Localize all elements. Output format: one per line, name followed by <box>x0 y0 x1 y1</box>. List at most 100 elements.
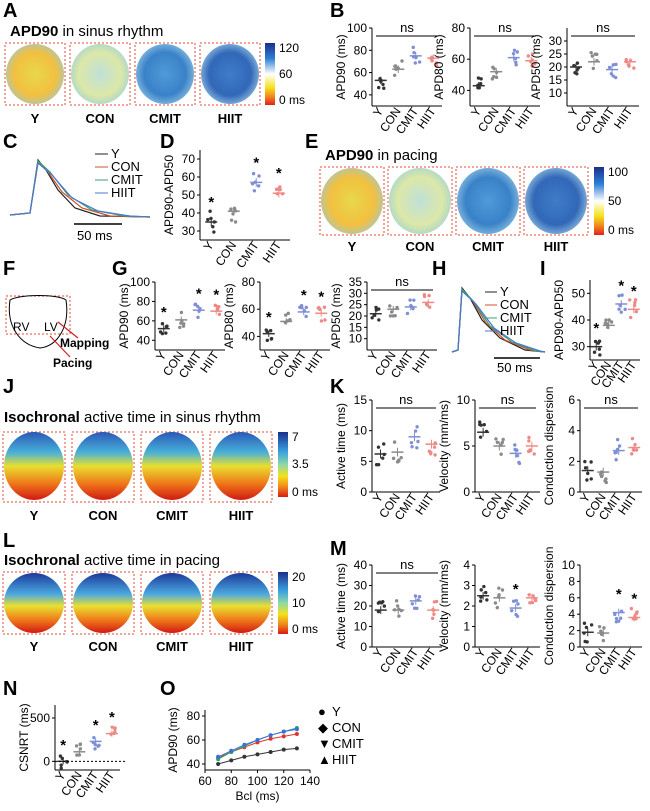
y-tick-label: 10 <box>457 393 471 407</box>
data-point <box>597 339 602 343</box>
y-tick-label: 0 <box>463 485 470 499</box>
data-point <box>497 586 501 590</box>
data-point <box>164 331 168 335</box>
data-point <box>533 598 538 603</box>
data-point <box>179 310 184 315</box>
panel-letter-o: O <box>160 678 176 700</box>
data-point <box>257 174 261 178</box>
y-tick-label: 100 <box>347 21 367 35</box>
map-l-label-con: CON <box>89 639 118 654</box>
data-point <box>478 599 483 603</box>
significance-star: * <box>60 737 66 754</box>
y-tick-label: 8 <box>568 574 575 588</box>
y-tick-label: 70 <box>182 152 196 166</box>
data-point <box>490 77 495 81</box>
y-tick-label: 60 <box>242 302 256 316</box>
data-point <box>382 442 386 446</box>
x-tick-label: 60 <box>198 774 212 788</box>
data-point <box>530 52 535 56</box>
data-point <box>618 616 623 620</box>
heatmap-e-con <box>389 168 451 234</box>
data-point <box>620 293 624 297</box>
data-point <box>78 742 82 747</box>
data-point <box>217 305 221 309</box>
data-point <box>634 309 639 314</box>
panel-letter-m: M <box>330 538 347 560</box>
colorbar-l-max: 20 <box>292 570 306 584</box>
significance-star: * <box>276 165 282 182</box>
map-j-label-cmit: CMIT <box>156 508 188 523</box>
data-point <box>532 62 537 66</box>
legend-label: Y <box>332 704 341 719</box>
y-tick-label: 10 <box>349 332 363 346</box>
data-point <box>494 437 498 441</box>
data-point <box>589 477 593 481</box>
data-point <box>478 420 482 424</box>
heatmap-e-hiit <box>525 168 587 234</box>
data-point <box>515 50 520 54</box>
data-point <box>583 459 587 464</box>
data-point <box>482 422 486 427</box>
heatmap-l-con <box>73 573 133 633</box>
y-tick-label: 15 <box>549 73 563 87</box>
data-point <box>514 612 518 617</box>
y-tick-label: 3 <box>463 579 470 593</box>
data-point <box>427 305 432 309</box>
y-tick-label: 80 <box>452 21 466 35</box>
data-point <box>591 66 596 71</box>
panel-e-title: APD90 in pacing <box>325 147 438 164</box>
data-point <box>252 189 257 193</box>
series-point <box>216 762 221 766</box>
x-axis-label: Bcl (ms) <box>236 789 280 803</box>
data-point <box>527 439 531 443</box>
significance-star: * <box>631 283 637 300</box>
data-point <box>630 436 635 441</box>
scalebar-h-label: 50 ms <box>497 360 533 375</box>
significance-star: * <box>208 194 214 211</box>
data-point <box>604 477 608 481</box>
data-point <box>415 446 419 450</box>
data-point <box>613 451 617 455</box>
data-point <box>410 445 414 449</box>
legend-c-hiit: HIIT <box>111 185 136 200</box>
y-tick-label: 40 <box>242 329 256 343</box>
data-point <box>597 347 602 351</box>
data-point <box>514 599 518 603</box>
colorbar-a <box>265 43 275 105</box>
panel-letter-k: K <box>330 376 345 398</box>
data-point <box>265 330 270 334</box>
data-point <box>528 601 532 605</box>
y-tick-label: 1 <box>463 620 470 634</box>
data-point <box>485 598 489 602</box>
y-tick-label: 20 <box>349 309 363 323</box>
y-tick-label: 60 <box>354 66 368 80</box>
category-label: HIIT <box>412 490 437 517</box>
panel-h-traces: Y CON CMIT HIIT 50 ms <box>451 284 546 375</box>
ns-label: ns <box>498 20 512 35</box>
y-tick-label: 20 <box>549 60 563 74</box>
data-point <box>388 304 392 308</box>
series-point <box>255 752 260 757</box>
data-point <box>415 425 419 429</box>
category-label: HIIT <box>302 348 327 375</box>
y-tick-label: 10 <box>354 620 368 634</box>
category-label: HIIT <box>512 104 537 131</box>
category-label: HIIT <box>409 348 434 375</box>
panel-c-traces: Y CON CMIT HIIT 50 ms <box>9 146 151 243</box>
data-point <box>590 54 595 58</box>
data-point <box>317 305 321 310</box>
data-point <box>482 584 486 589</box>
data-point <box>110 725 114 729</box>
heatmap-l-hiit <box>211 573 271 633</box>
data-point <box>416 439 420 444</box>
data-point <box>604 480 608 485</box>
data-point <box>589 50 593 55</box>
data-point <box>611 63 615 67</box>
data-point <box>160 331 165 336</box>
legend-h-hiit: HIIT <box>500 323 525 338</box>
